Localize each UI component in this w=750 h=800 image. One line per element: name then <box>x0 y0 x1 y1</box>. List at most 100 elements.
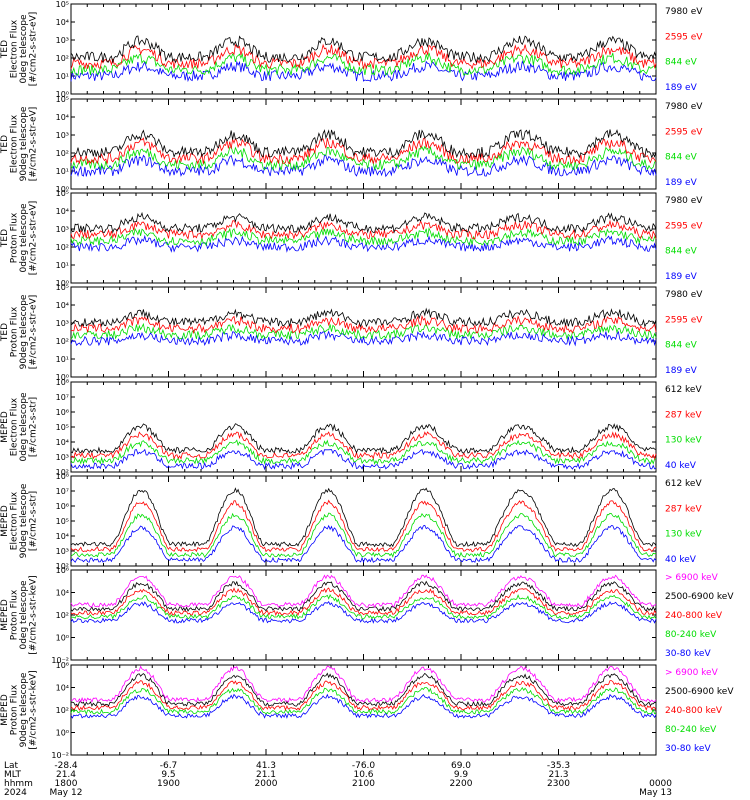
legend-entry: 287 keV <box>665 410 702 420</box>
y-tick-label: 10² <box>56 337 69 346</box>
y-tick-label: 10⁶ <box>56 566 69 575</box>
series-trace <box>70 129 657 159</box>
series-trace <box>70 686 657 715</box>
y-tick-label: 10⁻² <box>51 656 69 665</box>
y-tick-label: 10⁰ <box>56 185 69 194</box>
y-tick-label: 10² <box>56 54 69 63</box>
x-tick-label: -35.3 <box>547 761 570 771</box>
series-trace <box>70 234 657 253</box>
legend-entry: 612 keV <box>665 385 702 395</box>
x-tick-label: 10.6 <box>353 770 373 780</box>
legend-entry: 189 eV <box>665 83 698 93</box>
x-tick-label: -28.4 <box>54 761 78 771</box>
x-tick-label: 2100 <box>352 779 375 789</box>
series-trace <box>70 512 657 558</box>
y-tick-label: 10¹ <box>56 167 69 176</box>
axis-row-label: MLT <box>4 770 22 780</box>
legend-entry: 40 keV <box>665 555 697 565</box>
panel-frame <box>70 664 657 756</box>
legend-entry: 240-800 keV <box>665 611 723 621</box>
series-trace <box>70 137 657 165</box>
legend-entry: 844 eV <box>665 341 698 351</box>
legend-entry: 189 eV <box>665 272 698 282</box>
series-trace <box>70 580 657 612</box>
y-tick-label: 10⁴ <box>56 684 69 693</box>
y-tick-label: 10³ <box>56 547 69 556</box>
y-tick-label: 10⁷ <box>56 393 69 402</box>
y-tick-label: 10⁰ <box>56 634 69 643</box>
series-trace <box>70 154 657 178</box>
legend-entry: > 6900 keV <box>665 573 719 583</box>
legend-entry: 7980 eV <box>665 102 703 112</box>
y-tick-label: 10³ <box>56 319 69 328</box>
y-tick-label: 10⁶ <box>56 661 69 670</box>
y-tick-label: 10⁶ <box>56 502 69 511</box>
y-tick-label: 10⁴ <box>56 113 69 122</box>
series-trace <box>70 587 657 617</box>
panel-3: 10⁰ 10¹ 10² 10³ 10⁴ 10⁵ TEDProton Flux0deg tel… <box>0 189 703 288</box>
series-trace <box>70 431 657 460</box>
series-trace <box>70 665 657 703</box>
y-tick-label: 10⁴ <box>56 207 69 216</box>
legend-entry: 30-80 keV <box>665 649 711 659</box>
y-tick-label: 10¹ <box>56 355 69 364</box>
legend-entry: 2595 eV <box>665 221 703 231</box>
axis-row-label: hhmm <box>4 779 33 789</box>
y-tick-label: 10² <box>56 243 69 252</box>
x-tick-label: 1900 <box>157 779 180 789</box>
y-tick-label: 10⁰ <box>56 373 69 382</box>
x-tick-label: May 13 <box>639 788 672 798</box>
series-trace <box>70 211 657 234</box>
series-trace <box>70 600 657 624</box>
x-tick-label: -6.7 <box>160 761 178 771</box>
axis-row-label: 2024 <box>4 788 27 798</box>
y-tick-label: 10⁻² <box>51 751 69 760</box>
y-tick-label: 10² <box>56 149 69 158</box>
x-tick-label: 21.3 <box>548 770 568 780</box>
legend-entry: > 6900 keV <box>665 668 719 678</box>
series-trace <box>70 322 657 340</box>
y-tick-label: 10³ <box>56 131 69 140</box>
y-tick-label: 10² <box>56 468 69 477</box>
y-tick-label: 10⁰ <box>56 90 69 99</box>
series-trace <box>70 680 657 712</box>
legend-entry: 80-240 keV <box>665 725 717 735</box>
y-tick-label: 10⁴ <box>56 589 69 598</box>
y-tick-label: 10⁰ <box>56 279 69 288</box>
panel-frame <box>70 98 657 190</box>
y-tick-label: 10¹ <box>56 261 69 270</box>
x-tick-label: 9.5 <box>161 770 175 780</box>
y-axis-label: TEDElectron Flux0deg telescope[#/cm2-s-s… <box>0 12 39 87</box>
x-tick-label: -76.0 <box>352 761 376 771</box>
series-trace <box>70 672 657 707</box>
legend-entry: 7980 eV <box>665 290 703 300</box>
panel-6: 10² 10³ 10⁴ 10⁵ 10⁶ 10⁷ 10⁸ MEPEDElectron Flux9… <box>0 472 702 571</box>
series-trace <box>70 314 657 335</box>
panel-1: 10⁰ 10¹ 10² 10³ 10⁴ 10⁵ TEDElectron Flux0deg t… <box>0 0 703 99</box>
x-tick-label: 41.3 <box>256 761 276 771</box>
panel-stack: 10⁰ 10¹ 10² 10³ 10⁴ 10⁵ TEDElectron Flux0deg t… <box>0 0 734 760</box>
y-tick-label: 10⁵ <box>56 0 69 9</box>
x-tick-label: 69.0 <box>451 761 471 771</box>
y-tick-label: 10¹ <box>56 72 69 81</box>
legend-entry: 189 eV <box>665 178 698 188</box>
y-axis-label: TEDProton Flux90deg telescope[#/cm2-s-st… <box>0 294 39 369</box>
y-axis-label: MEPEDElectron Flux0deg telescope[#/cm2-s… <box>0 392 39 462</box>
legend-entry: 2595 eV <box>665 127 703 137</box>
panel-frame <box>70 286 657 378</box>
axis-row-label: Lat <box>4 761 19 771</box>
series-trace <box>70 330 657 347</box>
legend-entry: 7980 eV <box>665 196 703 206</box>
legend-entry: 2595 eV <box>665 315 703 325</box>
x-tick-label: 2300 <box>547 779 570 789</box>
panel-frame <box>70 381 657 473</box>
x-tick-label: 21.1 <box>256 770 276 780</box>
y-tick-label: 10⁵ <box>56 283 69 292</box>
legend-entry: 2500-6900 keV <box>665 687 734 697</box>
panel-8: 10⁻² 10⁰ 10² 10⁴ 10⁶ MEPEDProton Flux90deg te… <box>0 661 734 760</box>
y-axis-label: MEPEDProton Flux90deg telescope[#/cm2-s-… <box>0 670 39 749</box>
y-tick-label: 10⁰ <box>56 729 69 738</box>
y-tick-label: 10⁵ <box>56 423 69 432</box>
panel-2: 10⁰ 10¹ 10² 10³ 10⁴ 10⁵ TEDElectron Flux90deg … <box>0 95 703 194</box>
